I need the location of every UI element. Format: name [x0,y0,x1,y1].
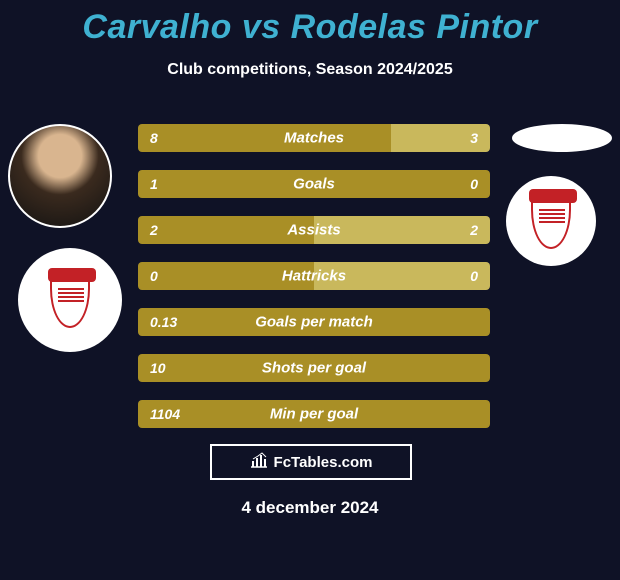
stats-panel: 83Matches 10Goals 22Assists 00Hattricks 0.13… [138,124,490,446]
stat-label: Assists [138,222,490,239]
footer-logo-text: FcTables.com [274,454,373,471]
stat-label: Goals [138,176,490,193]
granada-crest-icon [531,193,571,249]
page-title: Carvalho vs Rodelas Pintor [0,8,620,47]
stat-row: 10Shots per goal [138,354,490,382]
infographic-container: Carvalho vs Rodelas Pintor Club competit… [0,0,620,580]
stat-label: Min per goal [138,406,490,423]
player-left-avatar [8,124,112,228]
player-right-club-crest [506,176,596,266]
player-right-avatar [512,124,612,152]
stat-label: Matches [138,130,490,147]
stat-label: Goals per match [138,314,490,331]
granada-crest-icon [50,272,90,328]
footer-logo: FcTables.com [210,444,412,480]
player-left-club-crest [18,248,122,352]
date-text: 4 december 2024 [0,498,620,518]
subtitle: Club competitions, Season 2024/2025 [0,61,620,79]
stat-row: 10Goals [138,170,490,198]
stat-label: Shots per goal [138,360,490,377]
stat-row: 0.13Goals per match [138,308,490,336]
stat-row: 22Assists [138,216,490,244]
stat-label: Hattricks [138,268,490,285]
stat-row: 83Matches [138,124,490,152]
stat-row: 1104Min per goal [138,400,490,428]
stat-row: 00Hattricks [138,262,490,290]
bar-chart-icon [250,452,268,472]
